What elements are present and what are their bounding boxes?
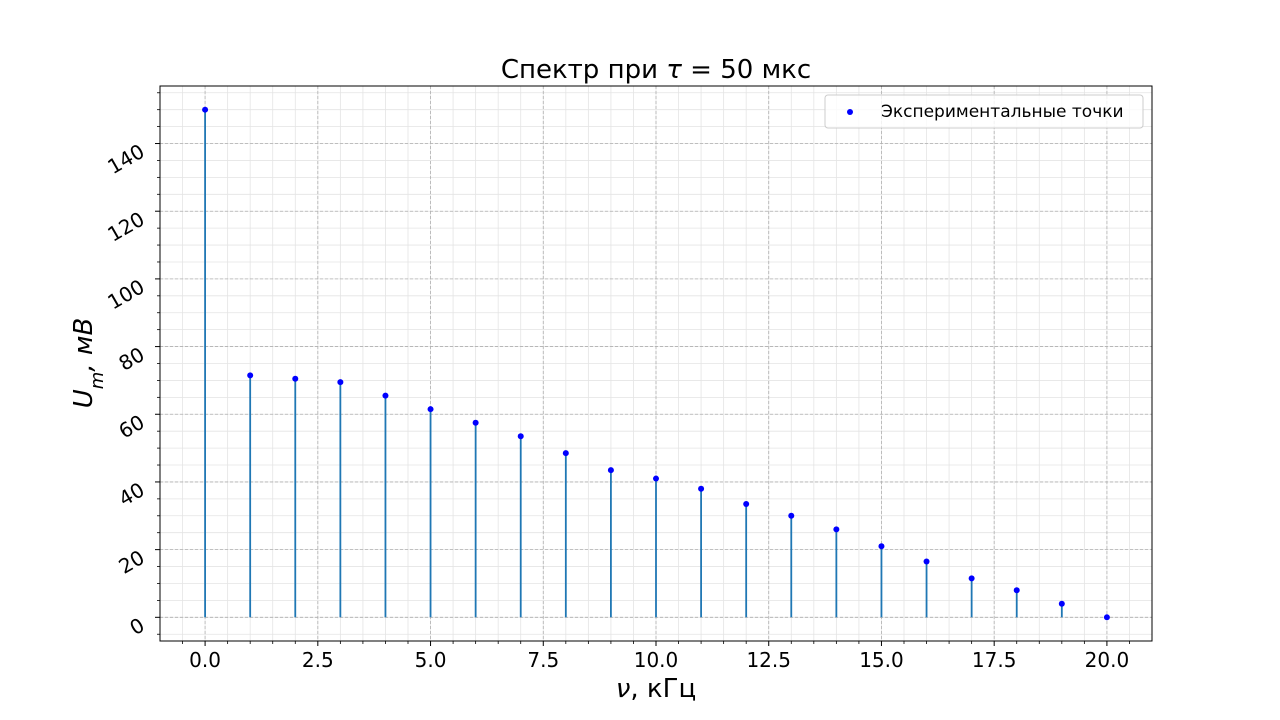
data-point — [202, 106, 209, 113]
x-tick-label: 0.0 — [189, 648, 221, 672]
data-point — [698, 485, 705, 492]
data-point — [382, 392, 389, 399]
chart-title: Спектр при τ = 50 мкс — [501, 55, 811, 85]
data-point — [472, 419, 479, 426]
x-axis-label: ν, кГц — [616, 674, 696, 704]
x-tick-label: 20.0 — [1085, 648, 1130, 672]
legend-label: Экспериментальные точки — [881, 102, 1124, 122]
data-point — [653, 475, 659, 482]
data-point — [1013, 587, 1020, 594]
data-point — [968, 575, 975, 582]
x-axis-ticks: 0.0 2.5 5.0 7.5 10.0 12.5 15.0 17.5 20.0 — [182, 641, 1130, 672]
data-point — [517, 433, 524, 440]
x-tick-label: 17.5 — [972, 648, 1017, 672]
data-points — [202, 106, 1110, 621]
stems — [204, 109, 1063, 618]
legend-marker — [847, 109, 853, 115]
data-point — [427, 406, 434, 413]
x-tick-label: 2.5 — [302, 648, 334, 672]
x-tick-label: 12.5 — [746, 648, 791, 672]
data-point — [743, 500, 750, 507]
data-point — [337, 379, 344, 386]
legend-box — [824, 94, 1144, 129]
data-point — [292, 375, 299, 382]
data-point — [833, 526, 840, 533]
x-tick-label: 10.0 — [634, 648, 679, 672]
data-point — [923, 558, 930, 565]
major-grid — [160, 86, 1152, 641]
x-tick-label: 5.0 — [415, 648, 447, 672]
data-point — [247, 372, 254, 379]
y-axis-label: Um, мВ — [69, 318, 108, 409]
data-point — [878, 543, 885, 550]
legend: Экспериментальные точки — [824, 94, 1144, 129]
x-tick-label: 15.0 — [859, 648, 904, 672]
data-point — [788, 512, 795, 519]
data-point — [1058, 600, 1065, 607]
data-point — [562, 450, 569, 457]
x-tick-label: 7.5 — [527, 648, 559, 672]
data-point — [607, 467, 614, 474]
data-point — [1103, 614, 1110, 621]
